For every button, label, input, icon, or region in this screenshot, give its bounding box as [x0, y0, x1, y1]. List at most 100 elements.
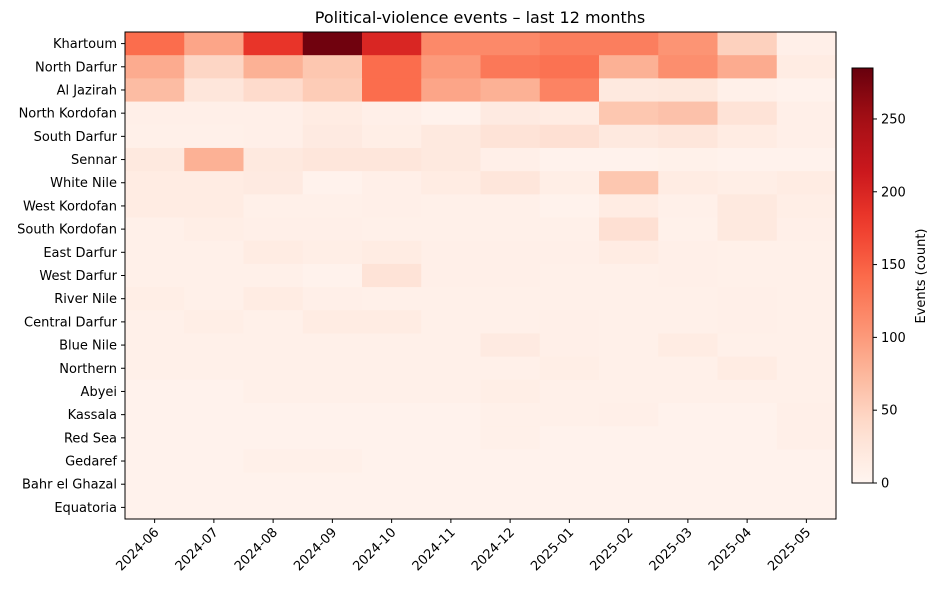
y-tick-label: Northern [59, 362, 117, 377]
heatmap-cell [421, 240, 482, 265]
x-tick-label: 2024-06 [113, 525, 162, 574]
heatmap-cell [480, 55, 541, 79]
heatmap-cell [302, 310, 363, 335]
y-tick-label: Sennar [71, 153, 118, 168]
heatmap-cell [243, 495, 304, 520]
heatmap-cell [302, 240, 363, 265]
y-tick-label: River Nile [54, 292, 117, 307]
y-tick-label: Blue Nile [59, 339, 117, 354]
heatmap-cell [717, 147, 778, 172]
heatmap-cell [480, 495, 541, 520]
heatmap-cell [243, 171, 304, 195]
heatmap-cell [125, 263, 185, 288]
heatmap-cell [480, 287, 541, 311]
heatmap-cell [776, 379, 837, 404]
heatmap-cell [717, 263, 778, 288]
y-tick-label: West Kordofan [23, 199, 117, 214]
heatmap-cell [599, 310, 659, 335]
heatmap-cell [599, 194, 659, 219]
heatmap-cell [362, 240, 422, 265]
x-tick-label: 2025-01 [528, 525, 577, 574]
heatmap-cell [302, 495, 363, 520]
heatmap-cell [539, 287, 600, 311]
heatmap-cell [421, 287, 482, 311]
colorbar-tick-label: 200 [881, 185, 906, 200]
heatmap-cell [302, 78, 363, 103]
heatmap-cell [658, 101, 719, 126]
heatmap-cell [302, 379, 363, 404]
heatmap-cell [362, 78, 422, 103]
colorbar-tick-label: 50 [881, 404, 898, 419]
heatmap-cell [480, 356, 541, 381]
heatmap-cell [480, 310, 541, 335]
x-tick-label: 2025-02 [587, 525, 636, 574]
heatmap-cell [539, 379, 600, 404]
heatmap-cell [539, 333, 600, 358]
heatmap-cell [362, 263, 422, 288]
heatmap-cell [539, 240, 600, 265]
heatmap-cell [480, 379, 541, 404]
heatmap-cell [658, 495, 719, 520]
heatmap-cell [362, 356, 422, 381]
y-tick-label: Central Darfur [24, 315, 118, 330]
heatmap-cell [599, 240, 659, 265]
heatmap-cell [184, 171, 245, 195]
x-axis: 2024-06 2024-07 2024-08 2024-09 2024-10 2024-… [113, 519, 814, 574]
heatmap-cell [776, 333, 837, 358]
heatmap-cell [776, 310, 837, 335]
heatmap-cell [539, 217, 600, 242]
heatmap-cell [302, 333, 363, 358]
heatmap-cell [658, 55, 719, 79]
heatmap-cell [658, 310, 719, 335]
heatmap-cell [125, 333, 185, 358]
heatmap-cell [302, 55, 363, 79]
heatmap-cell [421, 171, 482, 195]
heatmap-cell [599, 147, 659, 172]
heatmap-cell [302, 101, 363, 126]
heatmap-cell [658, 78, 719, 103]
heatmap-cell [539, 171, 600, 195]
heatmap-cell [125, 287, 185, 311]
heatmap-cell [717, 310, 778, 335]
heatmap-cell [480, 403, 541, 427]
heatmap-cell [480, 217, 541, 242]
heatmap-cell [599, 171, 659, 195]
heatmap-cell [658, 147, 719, 172]
heatmap-cell [184, 101, 245, 126]
heatmap-cell [480, 147, 541, 172]
heatmap-cell [717, 55, 778, 79]
heatmap-cell [421, 379, 482, 404]
heatmap-cell [243, 124, 304, 149]
heatmap-cell [599, 217, 659, 242]
heatmap-cell [125, 310, 185, 335]
heatmap-cell [362, 147, 422, 172]
heatmap-cell [362, 217, 422, 242]
heatmap-cell [125, 426, 185, 451]
x-tick-label: 2024-08 [232, 525, 281, 574]
heatmap-cell [421, 263, 482, 288]
heatmap-cell [302, 124, 363, 149]
x-tick-label: 2024-09 [291, 525, 340, 574]
heatmap-cell [717, 217, 778, 242]
y-tick-label: North Kordofan [19, 107, 117, 122]
y-tick-label: North Darfur [35, 60, 118, 75]
heatmap-cell [776, 194, 837, 219]
heatmap-cell [480, 78, 541, 103]
heatmap-cell [243, 403, 304, 427]
heatmap-cell [302, 287, 363, 311]
heatmap-cell [362, 379, 422, 404]
heatmap-cell [421, 101, 482, 126]
heatmap-cell [243, 472, 304, 497]
heatmap-cell [717, 495, 778, 520]
heatmap-cell [421, 32, 482, 56]
heatmap-cell [421, 403, 482, 427]
heatmap-cell [599, 32, 659, 56]
heatmap-cell [421, 194, 482, 219]
heatmap-cell [421, 78, 482, 103]
heatmap-cell [776, 32, 837, 56]
heatmap-cell [302, 263, 363, 288]
heatmap-cell [184, 32, 245, 56]
heatmap-cell [539, 356, 600, 381]
heatmap-cell [243, 32, 304, 56]
heatmap-cell [480, 449, 541, 474]
